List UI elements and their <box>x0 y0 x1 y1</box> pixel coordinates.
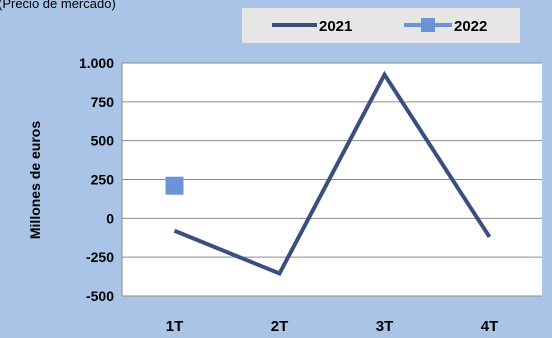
y-tick-label: 750 <box>91 94 115 110</box>
series-line-2021 <box>173 70 492 277</box>
legend-marker-2022 <box>421 18 435 32</box>
chart-top-note: (Precio de mercado) <box>0 0 116 11</box>
y-tick-label: -250 <box>86 249 114 265</box>
x-tick-label: 2T <box>271 318 289 335</box>
y-tick-label: 0 <box>106 210 114 226</box>
legend-label-2022: 2022 <box>454 18 487 35</box>
series-layer <box>165 70 492 277</box>
y-tick-label: -500 <box>86 288 114 304</box>
legend: 2021 2022 <box>242 8 520 43</box>
y-tick-label: 500 <box>91 133 115 149</box>
y-tick-labels: -500 -250 0 250 500 750 1.000 <box>79 55 114 304</box>
x-tick-label: 3T <box>376 318 394 335</box>
y-tick-label: 250 <box>91 172 115 188</box>
x-tick-labels: 1T 2T 3T 4T <box>166 318 499 335</box>
x-tick-label: 4T <box>481 318 499 335</box>
data-point-2022 <box>165 176 184 195</box>
y-tick-label: 1.000 <box>79 55 114 71</box>
legend-label-2021: 2021 <box>319 18 352 35</box>
y-axis-title: Millones de euros <box>27 121 43 239</box>
gridlines <box>121 62 542 297</box>
x-tick-label: 1T <box>166 318 184 335</box>
